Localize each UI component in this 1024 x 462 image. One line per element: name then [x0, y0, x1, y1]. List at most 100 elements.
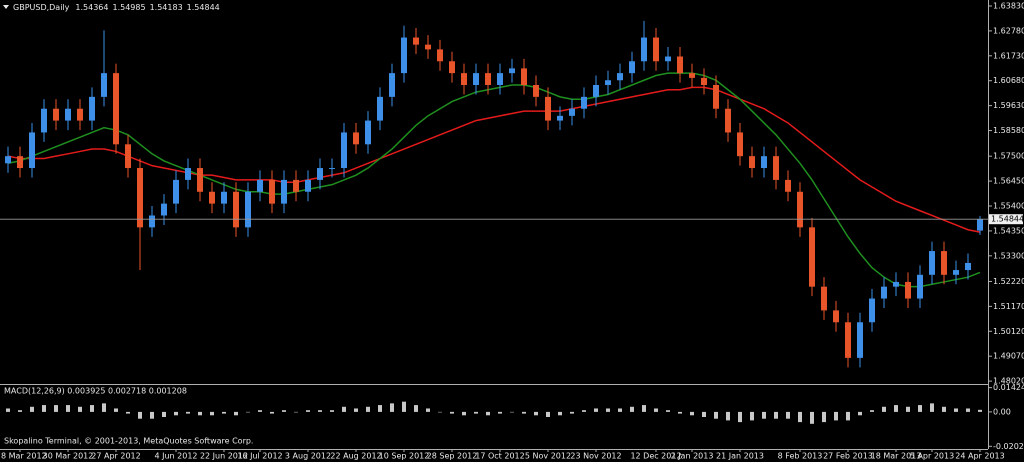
- macd-bar: [438, 411, 442, 413]
- candle-body: [317, 168, 323, 180]
- x-tick-label: 21 Jan 2013: [716, 452, 764, 461]
- macd-bar: [582, 410, 586, 412]
- macd-bar: [498, 411, 502, 414]
- macd-bar: [222, 411, 226, 414]
- candle-body: [41, 108, 47, 133]
- x-tick-label: 4 Jun 2012: [154, 452, 197, 461]
- macd-bar: [870, 410, 874, 412]
- menu-arrow[interactable]: [3, 5, 9, 9]
- macd-bar: [942, 406, 946, 412]
- candle-body: [497, 73, 503, 85]
- macd-bar: [618, 408, 622, 412]
- candle-body: [173, 179, 179, 204]
- macd-bar: [978, 409, 982, 412]
- macd-bar: [246, 411, 250, 413]
- candle-body: [617, 73, 623, 81]
- macd-bar: [786, 411, 790, 419]
- macd-bar: [138, 411, 142, 419]
- candle-body: [941, 251, 947, 275]
- candle-body: [401, 37, 407, 74]
- macd-bar: [42, 405, 46, 412]
- candle-body: [533, 84, 539, 97]
- macd-bar: [342, 406, 346, 412]
- last-price-box: [989, 214, 1023, 225]
- macd-bar: [858, 411, 862, 416]
- y-tick-label: 1.57500: [993, 152, 1024, 161]
- candle-body: [149, 215, 155, 228]
- candle-body: [797, 191, 803, 228]
- macd-bar: [114, 408, 118, 412]
- macd-bar: [450, 411, 454, 414]
- candle-body: [353, 132, 359, 145]
- candle-body: [233, 191, 239, 228]
- candle-body: [545, 96, 551, 121]
- x-tick-label: 12 Dec 2012: [630, 452, 681, 461]
- macd-bar: [126, 411, 130, 414]
- candle-body: [161, 203, 167, 216]
- candle-body: [245, 191, 251, 228]
- candle-body: [653, 37, 659, 62]
- macd-bar: [750, 411, 754, 421]
- candle-body: [641, 37, 647, 62]
- macd-bar: [330, 410, 334, 412]
- x-tick-label: 24 Apr 2013: [955, 452, 1004, 461]
- macd-bar: [294, 411, 298, 413]
- x-tick-label: 30 Mar 2012: [43, 452, 94, 461]
- macd-bar: [918, 405, 922, 412]
- macd-bar: [714, 411, 718, 419]
- candle-body: [77, 108, 83, 121]
- candle-body: [5, 156, 11, 164]
- macd-bar: [150, 411, 154, 419]
- macd-bar: [906, 406, 910, 412]
- macd-bar: [702, 411, 706, 417]
- candle-body: [509, 68, 515, 74]
- macd-bar: [774, 411, 778, 419]
- candle-body: [485, 73, 491, 85]
- macd-bar: [882, 406, 886, 412]
- header-open: 1.54364: [75, 3, 108, 12]
- candle-body: [893, 281, 899, 287]
- y-tick-label: 1.63830: [993, 1, 1024, 10]
- macd-bar: [414, 405, 418, 412]
- macd-bar: [666, 410, 670, 412]
- macd-bar: [282, 410, 286, 412]
- last-price-label: 1.54844: [991, 215, 1024, 224]
- x-tick-label: 3 Aug 2012: [285, 452, 331, 461]
- y-tick-label: 1.59630: [993, 101, 1024, 110]
- candle-body: [965, 262, 971, 271]
- candle-body: [461, 73, 467, 85]
- candle-body: [29, 132, 35, 169]
- macd-bar: [546, 411, 550, 417]
- candle-body: [281, 179, 287, 204]
- macd-bar: [78, 406, 82, 412]
- macd-bar: [570, 411, 574, 414]
- macd-bar: [318, 410, 322, 412]
- candle-body: [53, 108, 59, 121]
- macd-bar: [54, 405, 58, 412]
- candle-body: [125, 144, 131, 169]
- macd-bar: [954, 408, 958, 412]
- macd-bar: [30, 406, 34, 412]
- y-tick-label: 1.49070: [993, 352, 1024, 361]
- macd-bar: [930, 403, 934, 412]
- x-tick-label: 28 Sep 2012: [427, 452, 478, 461]
- y-tick-label: 1.58580: [993, 126, 1024, 135]
- macd-bar: [378, 405, 382, 412]
- macd-bar: [690, 411, 694, 416]
- candle-body: [821, 286, 827, 311]
- y-tick-label: -0.020201: [993, 442, 1024, 451]
- macd-bar: [258, 410, 262, 412]
- macd-bar: [486, 411, 490, 416]
- candle-body: [665, 56, 671, 62]
- candle-body: [905, 281, 911, 299]
- header-high: 1.54985: [112, 3, 145, 12]
- candle-body: [629, 61, 635, 74]
- x-tick-label: 8 Mar 2012: [1, 452, 47, 461]
- y-tick-label: 1.56450: [993, 177, 1024, 186]
- candle-body: [557, 115, 563, 121]
- macd-bar: [846, 411, 850, 421]
- macd-bar: [726, 411, 730, 421]
- macd-bar: [510, 411, 514, 413]
- candle-body: [365, 120, 371, 145]
